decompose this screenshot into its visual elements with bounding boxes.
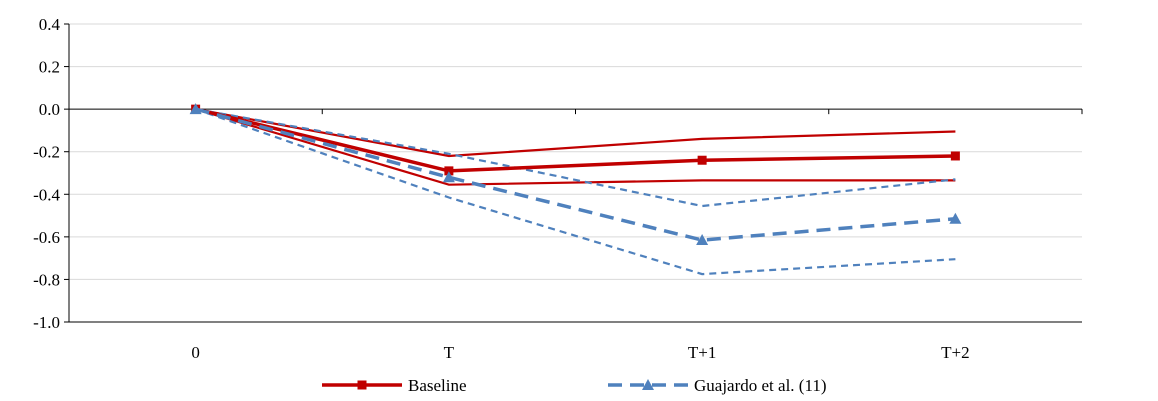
- y-tick-label: -0.4: [33, 185, 60, 204]
- series-1-point: [444, 166, 454, 176]
- x-axis: 0 T T+1 T+2: [68, 108, 1083, 362]
- x-tick-label: T+2: [941, 343, 969, 362]
- series-2-point: [189, 103, 202, 115]
- series-1: [195, 108, 956, 186]
- series-1-line: [195, 107, 956, 173]
- y-tick-label: 0.2: [39, 58, 60, 77]
- series-1-point: [950, 151, 960, 161]
- legend: Baseline Guajardo et al. (11): [322, 376, 826, 395]
- series-2-ci-lower-line: [195, 108, 956, 276]
- x-tick-label: 0: [191, 343, 200, 362]
- y-axis: 0.4 0.2 0.0 -0.2 -0.4 -0.6 -0.8 -1.0: [33, 15, 70, 332]
- y-tick-label: -0.8: [33, 270, 60, 289]
- legend-marker: [642, 379, 654, 390]
- series-1-point: [697, 155, 707, 165]
- series-2-line: [195, 107, 956, 242]
- legend-item: Guajardo et al. (11): [608, 376, 826, 395]
- x-tick-label: T+1: [688, 343, 716, 362]
- y-tick-label: -0.2: [33, 143, 60, 162]
- legend-item: Baseline: [322, 376, 467, 395]
- series-1-ci-lower-line: [195, 108, 956, 186]
- y-tick-label: -0.6: [33, 228, 60, 247]
- x-tick-label: T: [444, 343, 455, 362]
- grid: [69, 23, 1082, 323]
- series-2-point: [949, 212, 962, 224]
- series-2-point: [696, 234, 709, 246]
- legend-label: Guajardo et al. (11): [694, 376, 826, 395]
- series-2-ci-upper-line: [195, 108, 956, 208]
- series-2: [195, 108, 956, 276]
- series-2-main: [189, 103, 962, 246]
- legend-label: Baseline: [408, 376, 467, 395]
- series-2-point: [442, 171, 455, 183]
- y-tick-label: 0.4: [39, 15, 61, 34]
- series-1-ci-upper-line: [195, 108, 956, 158]
- legend-marker: [357, 380, 367, 390]
- y-tick-label: 0.0: [39, 100, 60, 119]
- y-tick-label: -1.0: [33, 313, 60, 332]
- plot-area: [189, 103, 962, 276]
